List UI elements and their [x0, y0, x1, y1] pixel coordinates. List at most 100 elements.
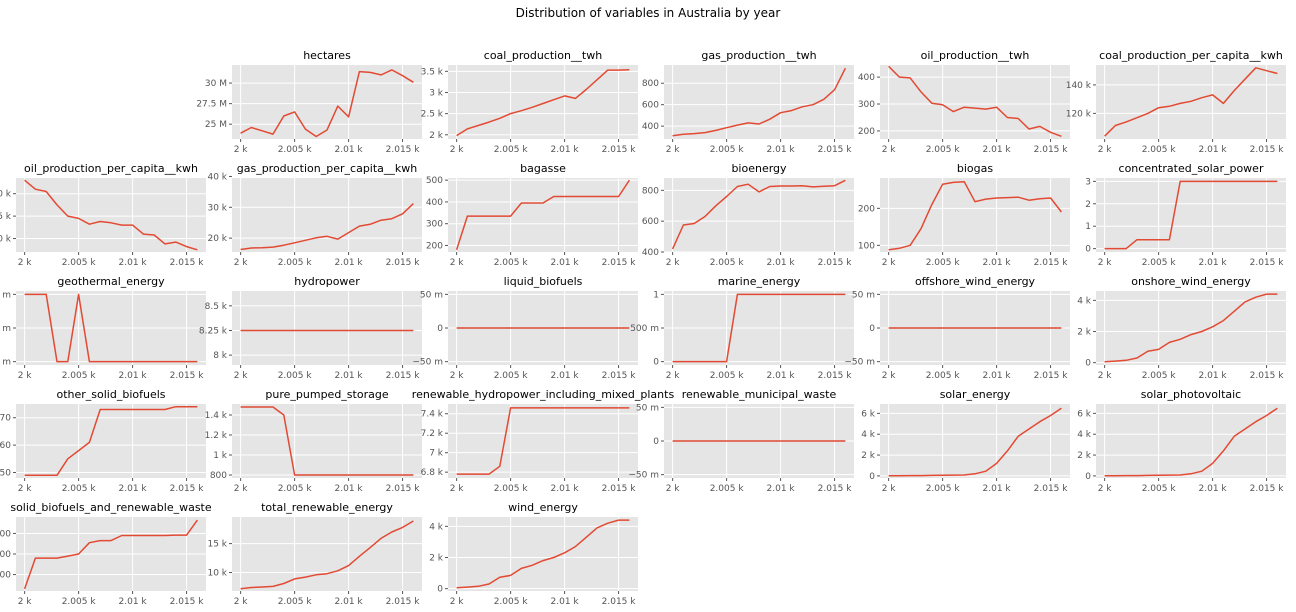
x-tick-label: 2.005 k [1142, 484, 1177, 494]
x-tick-label: 2.01 k [119, 371, 148, 381]
y-tick-label: 600 [642, 101, 659, 111]
x-tick-label: 2.01 k [1199, 258, 1228, 268]
x-tick-label: 2.01 k [551, 484, 580, 494]
y-tick-label: 400 [642, 248, 659, 258]
y-tick-label: 10 k [0, 235, 12, 245]
series-line [888, 180, 1062, 251]
x-tick-label: 2.015 k [818, 484, 853, 494]
x-tick-label: 2.01 k [335, 258, 364, 268]
x-tick-label: 2.015 k [1034, 371, 1069, 381]
x-tick-label: 2 k [1098, 258, 1113, 268]
y-tick-label: 400 [426, 198, 443, 208]
x-tick-label: 2 k [18, 597, 33, 607]
plot-area [1096, 291, 1286, 365]
y-tick-label: 15 k [0, 212, 12, 222]
x-tick-label: 2.005 k [278, 145, 313, 155]
y-tick-label: 600 [642, 217, 659, 227]
x-tick-label: 2.015 k [1034, 145, 1069, 155]
x-tick-label: 2.005 k [278, 258, 313, 268]
y-tick-label: 2 k [1077, 328, 1092, 338]
x-tick-label: 2.005 k [62, 597, 97, 607]
y-tick-label: 2 k [861, 451, 876, 461]
y-tick-label: 200 [426, 241, 443, 251]
y-tick-label: 1.4 k [205, 411, 228, 421]
plot-area [664, 65, 854, 139]
y-tick-label: 0 [653, 358, 659, 368]
x-tick-label: 2.005 k [710, 371, 745, 381]
x-tick-label: 2.01 k [335, 484, 364, 494]
y-tick-label: 27.5 M [196, 100, 227, 110]
series-line [240, 203, 414, 251]
plot-area [232, 291, 422, 365]
x-tick-label: 2.015 k [386, 371, 421, 381]
y-tick-label: 7.2 k [421, 429, 444, 439]
panel-title: marine_energy [718, 275, 801, 288]
panel-title: oil_production__twh [921, 49, 1030, 62]
x-tick-label: 2.01 k [119, 484, 148, 494]
y-tick-label: 10 k [207, 569, 227, 579]
x-tick-label: 2 k [1098, 484, 1113, 494]
y-tick-label: 800 [642, 186, 659, 196]
y-tick-label: 200 m [0, 290, 11, 300]
series-line [1104, 180, 1278, 250]
y-tick-label: 20 k [0, 190, 12, 200]
chart-panel: 2 k 2.005 k 2.01 k 2.015 k 20 k 30 k 40 k gas_p… [207, 162, 422, 268]
y-tick-label: 4 k [1077, 296, 1092, 306]
chart-panel: 2 k 2.005 k 2.01 k 2.015 k 8 k 8.25 k 8.5 k hyd… [199, 275, 422, 381]
y-tick-label: 3 [1085, 177, 1091, 187]
x-tick-label: 2.005 k [62, 258, 97, 268]
panel-title: oil_production_per_capita__kwh [24, 162, 198, 175]
chart-panel: 2 k 2.005 k 2.01 k 2.015 k 10 k 15 k total_ren… [207, 501, 422, 607]
series-line [1104, 67, 1278, 137]
chart-panel: 2 k 2.005 k 2.01 k 2.015 k 10 k 15 k 20 k oil_p… [0, 162, 206, 268]
x-tick-label: 2.015 k [170, 258, 205, 268]
x-tick-label: 2.01 k [1199, 145, 1228, 155]
panel-title: concentrated_solar_power [1119, 162, 1264, 175]
y-tick-label: −50 m [628, 471, 659, 481]
y-tick-label: 1.2 k [205, 431, 228, 441]
x-tick-label: 2.01 k [551, 597, 580, 607]
y-tick-label: 100 m [0, 358, 11, 368]
x-tick-label: 2.015 k [386, 258, 421, 268]
y-tick-label: 0 [653, 437, 659, 447]
panel-title: renewable_municipal_waste [682, 388, 837, 401]
x-tick-label: 2.015 k [386, 145, 421, 155]
x-tick-label: 2.015 k [818, 371, 853, 381]
panel-title: hectares [303, 49, 351, 62]
series-line [240, 520, 414, 590]
y-tick-label: 400 [642, 122, 659, 132]
y-tick-label: 1 [653, 290, 659, 300]
y-tick-label: 200 [858, 204, 875, 214]
y-tick-label: 800 [642, 79, 659, 89]
chart-panel: 2 k 2.005 k 2.01 k 2.015 k 100 200 biogas [858, 162, 1070, 268]
plot-area [232, 517, 422, 591]
y-tick-label: 0 [437, 585, 443, 595]
x-tick-label: 2.005 k [278, 484, 313, 494]
panel-title: bioenergy [731, 162, 787, 175]
chart-panel: 2 k 2.005 k 2.01 k 2.015 k 6.8 k 7 k 7.2 k 7.4 … [412, 388, 675, 494]
panel-title: coal_production__twh [484, 49, 602, 62]
x-tick-label: 2.015 k [602, 597, 637, 607]
x-tick-label: 2.015 k [1034, 258, 1069, 268]
x-tick-label: 2.01 k [551, 371, 580, 381]
x-tick-label: 2 k [18, 484, 33, 494]
y-tick-label: 7 k [429, 449, 444, 459]
y-tick-label: 4 k [1077, 430, 1092, 440]
x-tick-label: 2 k [234, 145, 249, 155]
y-tick-label: 50 m [636, 403, 659, 413]
panel-title: solar_photovoltaic [1141, 388, 1241, 401]
y-tick-label: 1 k [213, 451, 228, 461]
x-tick-label: 2.005 k [926, 371, 961, 381]
y-tick-label: −50 m [412, 358, 443, 368]
x-tick-label: 2.005 k [710, 145, 745, 155]
x-tick-label: 2.015 k [818, 145, 853, 155]
y-tick-label: 50 m [852, 290, 875, 300]
plot-area [16, 178, 206, 252]
chart-panel: 2 k 2.005 k 2.01 k 2.015 k 0 1 2 3 concentrated_… [1085, 162, 1286, 268]
y-tick-label: 300 [426, 220, 443, 230]
chart-panel: 2 k 2.005 k 2.01 k 2.015 k 0 2 k 4 k wind_energ… [429, 501, 638, 607]
y-tick-label: 500 [0, 550, 11, 560]
plot-area [880, 178, 1070, 252]
x-tick-label: 2.015 k [386, 484, 421, 494]
